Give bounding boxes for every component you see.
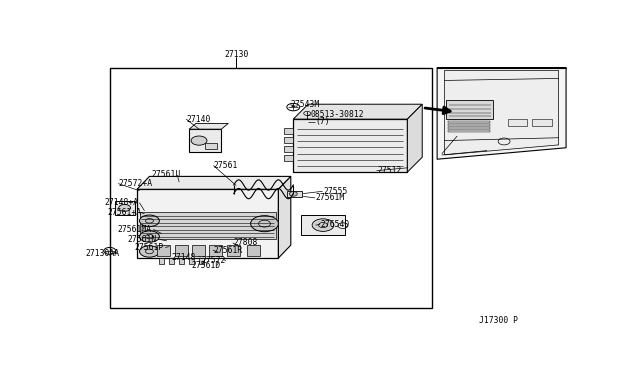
Text: 27572+A: 27572+A — [118, 179, 153, 188]
Text: 27561+A: 27561+A — [108, 208, 141, 217]
Bar — [448, 121, 490, 124]
Bar — [287, 191, 302, 197]
Text: (7): (7) — [316, 118, 330, 126]
Circle shape — [191, 136, 207, 145]
Text: 27148: 27148 — [172, 253, 196, 262]
Bar — [209, 245, 222, 256]
Bar — [293, 119, 408, 172]
Bar — [284, 128, 293, 134]
Text: 27808: 27808 — [234, 238, 258, 247]
Polygon shape — [293, 104, 422, 119]
Circle shape — [140, 246, 159, 257]
Bar — [448, 130, 490, 132]
Bar — [157, 245, 170, 256]
Bar — [115, 201, 134, 215]
Circle shape — [312, 219, 334, 231]
Circle shape — [140, 231, 159, 242]
Bar — [159, 258, 164, 264]
Bar — [169, 258, 174, 264]
Polygon shape — [137, 176, 291, 189]
Text: 27130: 27130 — [224, 50, 248, 59]
Bar — [140, 212, 276, 240]
Circle shape — [289, 192, 297, 196]
Text: 27512: 27512 — [378, 166, 402, 175]
Text: 27130AA: 27130AA — [85, 248, 119, 258]
Bar — [446, 100, 493, 119]
Circle shape — [140, 215, 159, 227]
Bar — [246, 245, 260, 256]
Text: 27561MA: 27561MA — [117, 225, 151, 234]
Bar — [227, 245, 240, 256]
Text: 276540: 276540 — [321, 220, 350, 229]
Bar — [532, 119, 552, 126]
Bar — [301, 215, 346, 235]
Bar — [508, 119, 527, 126]
Text: J17300 P: J17300 P — [479, 316, 518, 325]
Text: 27148+A: 27148+A — [105, 198, 139, 207]
Polygon shape — [445, 70, 559, 155]
Text: 27561N: 27561N — [127, 235, 156, 244]
Text: 27561R: 27561R — [214, 246, 243, 255]
Text: 27561D: 27561D — [191, 261, 221, 270]
Bar — [448, 127, 490, 129]
Text: 27561: 27561 — [214, 161, 238, 170]
Text: 08513-30812: 08513-30812 — [310, 110, 364, 119]
Text: 27572: 27572 — [202, 256, 226, 265]
Bar — [284, 137, 293, 143]
Bar — [448, 124, 490, 126]
Polygon shape — [437, 68, 566, 159]
Circle shape — [251, 216, 278, 232]
Bar — [205, 144, 218, 149]
Bar — [137, 189, 278, 258]
Text: 27140: 27140 — [187, 115, 211, 124]
Text: 27561U: 27561U — [152, 170, 181, 179]
Text: 27561M: 27561M — [316, 193, 345, 202]
Bar — [179, 258, 184, 264]
Bar — [199, 258, 204, 264]
Text: 27555: 27555 — [323, 187, 348, 196]
Bar — [110, 68, 432, 308]
Bar — [189, 129, 221, 152]
Polygon shape — [408, 104, 422, 172]
Bar — [175, 245, 188, 256]
Polygon shape — [278, 176, 291, 258]
Bar — [284, 146, 293, 152]
Text: 27543M: 27543M — [291, 100, 320, 109]
Text: 27561P: 27561P — [134, 243, 164, 252]
Bar — [284, 155, 293, 161]
Bar — [189, 258, 194, 264]
Circle shape — [118, 205, 131, 211]
Polygon shape — [189, 124, 228, 129]
Bar — [192, 245, 205, 256]
